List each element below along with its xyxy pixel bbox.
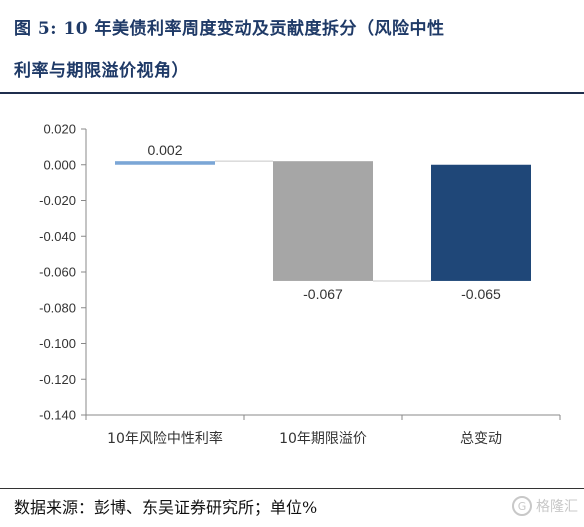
chart-title: 图 5: 10 年美债利率周度变动及贡献度拆分（风险中性 利率与期限溢价视角） xyxy=(14,8,574,92)
watermark: G 格隆汇 xyxy=(512,496,578,516)
bar-2 xyxy=(273,161,373,281)
y-tick-label: -0.140 xyxy=(39,408,76,423)
bottom-divider xyxy=(0,488,584,489)
y-tick-label: -0.120 xyxy=(39,372,76,387)
watermark-text: 格隆汇 xyxy=(536,499,578,515)
category-label-1: 10年风险中性利率 xyxy=(107,430,223,447)
title-line-1: 图 5: 10 年美债利率周度变动及贡献度拆分（风险中性 xyxy=(14,19,445,39)
data-label-3: -0.065 xyxy=(461,286,501,302)
title-line-2: 利率与期限溢价视角） xyxy=(14,61,189,81)
bar-1 xyxy=(115,161,215,165)
bars xyxy=(115,161,531,281)
data-label-2: -0.067 xyxy=(303,286,343,302)
category-label-3: 总变动 xyxy=(460,431,502,447)
axes: 0.020 0.000 -0.020 -0.040 -0.060 -0.080 -0.100… xyxy=(39,122,561,423)
watermark-logo-icon: G xyxy=(512,496,532,516)
category-label-2: 10年期限溢价 xyxy=(279,431,367,447)
y-tick-label: 0.000 xyxy=(43,157,76,172)
top-divider xyxy=(0,92,584,94)
connector-lines xyxy=(215,160,431,282)
y-tick-label: 0.020 xyxy=(43,122,76,137)
data-labels: 0.002 -0.067 -0.065 xyxy=(147,142,501,302)
source-note: 数据来源：彭博、东吴证券研究所；单位% xyxy=(14,498,318,517)
y-tick-label: -0.060 xyxy=(39,265,76,280)
y-tick-label: -0.080 xyxy=(39,300,76,315)
waterfall-chart: 0.020 0.000 -0.020 -0.040 -0.060 -0.080 -0.100… xyxy=(39,122,561,447)
y-tick-label: -0.020 xyxy=(39,193,76,208)
data-label-1: 0.002 xyxy=(147,142,182,158)
bar-3 xyxy=(431,164,531,281)
category-labels: 10年风险中性利率 10年期限溢价 总变动 xyxy=(107,430,502,447)
y-tick-label: -0.040 xyxy=(39,229,76,244)
y-tick-label: -0.100 xyxy=(39,336,76,351)
